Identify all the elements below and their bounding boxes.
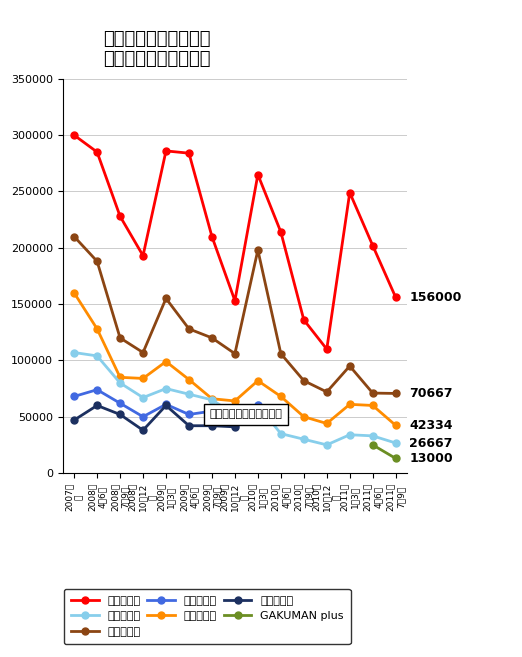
Text: 13000: 13000 <box>409 452 453 465</box>
Text: 小学五年生・六年生休刊: 小学五年生・六年生休刊 <box>210 409 283 419</box>
Text: 26667: 26667 <box>409 436 453 449</box>
小学六年生 <box>186 422 192 430</box>
小学四年生 <box>117 379 123 387</box>
小学三年生 <box>347 400 353 408</box>
小学二年生 <box>94 258 100 265</box>
小学一年生 <box>278 228 284 236</box>
小学五年生 <box>163 400 169 408</box>
小学一年生 <box>117 212 123 220</box>
小学二年生 <box>232 350 238 357</box>
小学二年生 <box>324 388 330 396</box>
Text: 156000: 156000 <box>409 291 462 304</box>
小学一年生 <box>209 233 215 240</box>
小学二年生 <box>347 362 353 370</box>
小学一年生 <box>255 171 261 179</box>
Line: 小学三年生: 小学三年生 <box>70 289 399 429</box>
小学三年生 <box>71 289 77 297</box>
小学一年生 <box>94 148 100 156</box>
小学三年生 <box>301 413 307 420</box>
小学六年生 <box>117 411 123 419</box>
小学四年生 <box>301 436 307 443</box>
小学一年生 <box>163 147 169 155</box>
小学五年生 <box>71 392 77 400</box>
小学二年生 <box>370 389 376 397</box>
小学四年生 <box>278 430 284 438</box>
小学四年生 <box>232 411 238 419</box>
小学二年生 <box>209 334 215 342</box>
小学四年生 <box>140 394 146 401</box>
小学三年生 <box>94 325 100 333</box>
小学三年生 <box>140 374 146 382</box>
小学一年生 <box>186 149 192 157</box>
小学四年生 <box>255 401 261 409</box>
小学四年生 <box>186 390 192 398</box>
小学五年生 <box>140 413 146 420</box>
小学六年生 <box>71 416 77 424</box>
Text: 42334: 42334 <box>409 419 453 432</box>
小学三年生 <box>209 395 215 403</box>
小学三年生 <box>186 376 192 384</box>
小学四年生 <box>163 384 169 392</box>
小学一年生 <box>347 189 353 196</box>
小学三年生 <box>393 421 399 429</box>
小学六年生 <box>163 401 169 409</box>
小学四年生 <box>347 431 353 439</box>
小学四年生 <box>370 432 376 440</box>
小学二年生 <box>163 294 169 302</box>
小学二年生 <box>140 349 146 357</box>
小学三年生 <box>370 401 376 409</box>
小学四年生 <box>324 441 330 449</box>
GAKUMAN plus <box>370 441 376 449</box>
小学三年生 <box>278 392 284 400</box>
小学一年生 <box>232 297 238 305</box>
小学六年生 <box>94 401 100 409</box>
小学五年生 <box>232 420 238 428</box>
小学三年生 <box>117 373 123 381</box>
小学二年生 <box>255 246 261 254</box>
Line: 小学一年生: 小学一年生 <box>70 131 399 353</box>
小学三年生 <box>255 376 261 384</box>
小学四年生 <box>94 352 100 360</box>
小学二年生 <box>278 350 284 357</box>
小学四年生 <box>393 439 399 447</box>
Text: 小学一年生～六年生の
印刷証明付き部数推移: 小学一年生～六年生の 印刷証明付き部数推移 <box>103 30 210 68</box>
小学二年生 <box>186 325 192 333</box>
小学三年生 <box>232 397 238 405</box>
Line: 小学六年生: 小学六年生 <box>70 402 239 434</box>
Text: 70667: 70667 <box>409 387 453 400</box>
小学一年生 <box>393 294 399 302</box>
小学六年生 <box>232 423 238 431</box>
小学一年生 <box>71 131 77 139</box>
Line: 小学二年生: 小学二年生 <box>70 233 399 397</box>
小学一年生 <box>301 316 307 324</box>
小学四年生 <box>209 396 215 404</box>
Legend: 小学一年生, 小学四年生, 小学二年生, 小学五年生, 小学三年生, 小学六年生, GAKUMAN plus: 小学一年生, 小学四年生, 小学二年生, 小学五年生, 小学三年生, 小学六年生… <box>64 589 351 644</box>
小学六年生 <box>209 422 215 430</box>
Line: GAKUMAN plus: GAKUMAN plus <box>369 442 399 462</box>
小学五年生 <box>117 399 123 407</box>
小学四年生 <box>71 349 77 357</box>
小学二年生 <box>71 233 77 240</box>
小学三年生 <box>324 420 330 428</box>
小学五年生 <box>94 386 100 394</box>
小学五年生 <box>186 411 192 419</box>
小学五年生 <box>209 407 215 415</box>
小学一年生 <box>140 252 146 260</box>
小学六年生 <box>140 426 146 434</box>
小学二年生 <box>393 390 399 397</box>
GAKUMAN plus <box>393 455 399 463</box>
小学一年生 <box>370 242 376 250</box>
小学二年生 <box>301 376 307 384</box>
小学一年生 <box>324 345 330 353</box>
小学二年生 <box>117 334 123 342</box>
Line: 小学五年生: 小学五年生 <box>70 386 262 428</box>
小学三年生 <box>163 357 169 365</box>
小学五年生 <box>255 401 261 409</box>
Line: 小学四年生: 小学四年生 <box>70 349 399 448</box>
